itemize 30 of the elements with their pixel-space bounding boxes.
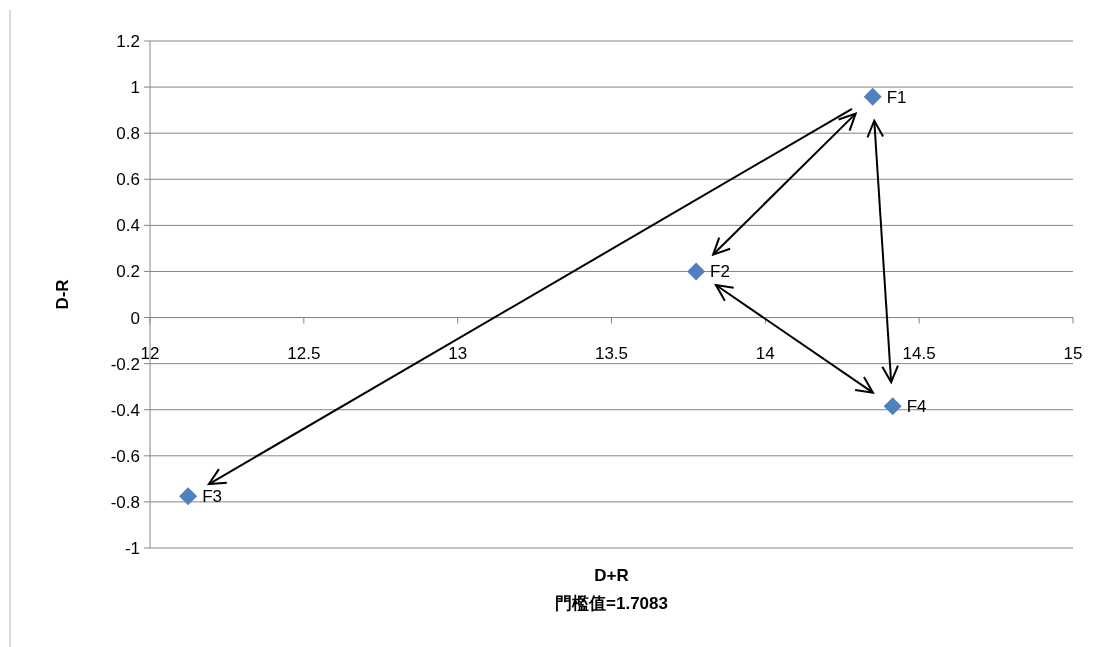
- y-tick-label: -1: [124, 539, 140, 558]
- y-tick-label: -0.4: [110, 400, 140, 420]
- x-tick-label: 12.5: [287, 343, 321, 363]
- x-tick-label: 13.5: [594, 343, 629, 363]
- x-tick-label: 14: [755, 343, 775, 363]
- point: [179, 487, 198, 506]
- series-label: F2: [710, 262, 730, 282]
- point: [687, 262, 706, 281]
- text: 門檻值=1.7083: [555, 594, 668, 613]
- series-label: F4: [906, 397, 927, 417]
- series-label: F1: [886, 87, 907, 107]
- y-tick-label: -0.6: [110, 446, 140, 466]
- point: [863, 87, 882, 106]
- y-tick-label: 0: [130, 308, 140, 328]
- y-tick-label: 0.6: [116, 170, 140, 190]
- y-tick-label: -0.8: [110, 492, 140, 512]
- y-tick-label: -0.2: [110, 354, 140, 374]
- y-tick-label: 0.8: [116, 124, 140, 144]
- y-tick-label: 0.4: [116, 216, 140, 236]
- x-axis-title: D+R: [594, 566, 629, 585]
- y-axis-title: D-R: [53, 279, 72, 310]
- x-tick-label: 12: [140, 343, 160, 363]
- x-tick-label: 13: [448, 343, 468, 363]
- y-tick-label: 1.2: [116, 32, 140, 51]
- y-tick-label: 1: [130, 78, 140, 98]
- point: [883, 397, 902, 416]
- x-tick-label: 14.5: [902, 343, 936, 363]
- x-tick-label: 15: [1063, 343, 1083, 363]
- y-tick-label: 0.2: [116, 262, 140, 282]
- series-label: F3: [202, 487, 222, 507]
